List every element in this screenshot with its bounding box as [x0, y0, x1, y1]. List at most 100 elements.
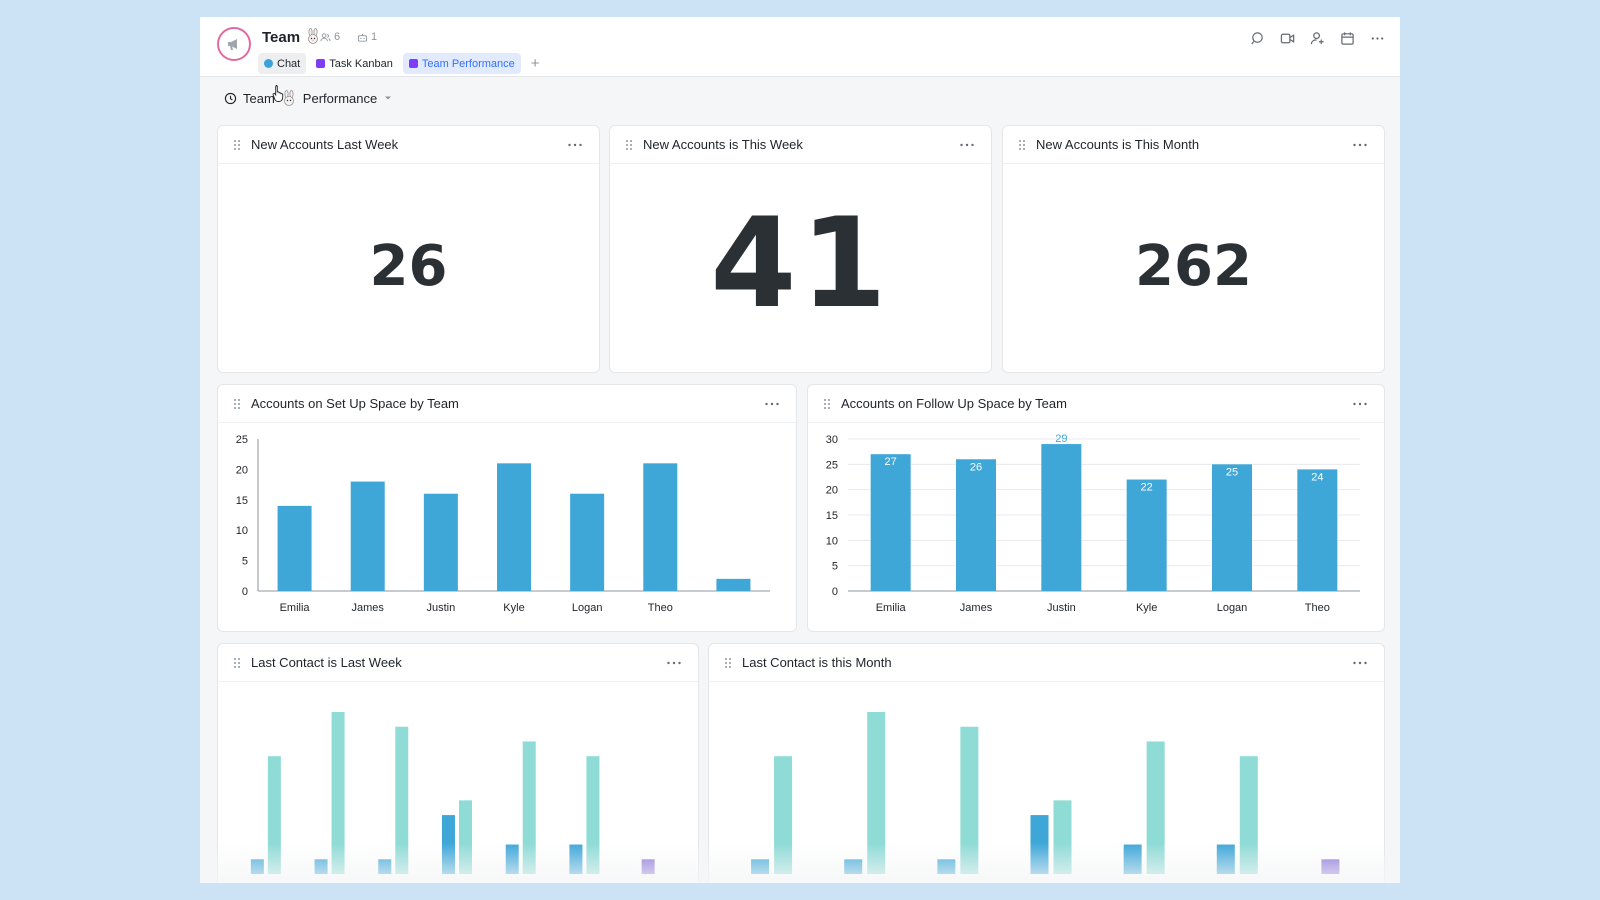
card-title: New Accounts is This Month — [1036, 137, 1200, 152]
card-more-button[interactable] — [1350, 656, 1370, 670]
grouped-bar-chart-this-month — [751, 712, 1340, 874]
x-tick-label: Kyle — [503, 602, 524, 614]
bar — [774, 756, 793, 874]
bar — [423, 493, 458, 591]
add-tab-button[interactable]: + — [530, 55, 540, 72]
y-tick-label: 5 — [242, 556, 248, 568]
card-followup-space-by-team: Accounts on Follow Up Space by Team 0 5 10… — [807, 384, 1385, 632]
drag-handle-icon[interactable] — [1017, 138, 1027, 152]
bar — [643, 463, 678, 591]
drag-handle-icon[interactable] — [232, 397, 242, 411]
card-body — [709, 682, 1384, 883]
dashboard-selector[interactable]: Team Performance — [224, 90, 393, 106]
drag-handle-icon[interactable] — [624, 138, 634, 152]
card-title: Accounts on Set Up Space by Team — [251, 396, 459, 411]
data-label: 22 — [1141, 482, 1153, 494]
tab-chat[interactable]: Chat — [258, 53, 307, 74]
card-more-button[interactable] — [1350, 397, 1370, 411]
card-more-button[interactable] — [1350, 138, 1370, 152]
calendar-button[interactable] — [1338, 29, 1356, 47]
dashboard-icon — [408, 59, 418, 68]
metric-value: 26 — [369, 234, 448, 299]
more-icon — [960, 143, 974, 146]
bar — [442, 815, 455, 874]
bunny-emoji-icon — [283, 90, 294, 106]
data-label: 24 — [1311, 471, 1323, 483]
bar — [1030, 815, 1049, 874]
card-title: New Accounts is This Week — [643, 137, 803, 152]
bar — [844, 859, 863, 874]
video-icon — [1280, 33, 1294, 43]
x-tick-label: Justin — [1047, 602, 1076, 614]
card-body: 26 — [218, 164, 599, 372]
bar — [522, 741, 536, 874]
card-last-contact-this-month: Last Contact is this Month — [708, 643, 1385, 883]
bar — [250, 859, 264, 874]
bot-icon — [357, 33, 368, 42]
metric-value: 41 — [710, 192, 891, 336]
card-more-button[interactable] — [762, 397, 782, 411]
chevron-down-icon — [385, 96, 392, 100]
card-more-button[interactable] — [565, 138, 585, 152]
bar — [956, 459, 996, 591]
drag-handle-icon[interactable] — [822, 397, 832, 411]
card-body: 262 — [1003, 164, 1384, 372]
card-header: New Accounts Last Week — [218, 126, 599, 164]
search-icon — [1250, 31, 1263, 44]
bar — [867, 712, 886, 874]
add-member-button[interactable] — [1308, 29, 1326, 47]
bar — [267, 756, 281, 874]
search-button[interactable] — [1248, 29, 1266, 47]
metric-value: 262 — [1135, 234, 1252, 299]
card-body: 0 5 10 15 20 25 30 Emilia 27 James 26 Justin 29 Kyle 2… — [808, 423, 1384, 631]
more-icon — [1353, 661, 1367, 664]
members-count[interactable]: 6 — [320, 31, 340, 43]
more-icon — [667, 661, 681, 664]
drag-handle-icon[interactable] — [723, 656, 733, 670]
bar — [505, 844, 519, 874]
bar — [870, 454, 911, 591]
y-tick-label: 15 — [236, 495, 248, 507]
bar — [1216, 844, 1235, 874]
card-title: Last Contact is Last Week — [251, 655, 402, 670]
card-body: 41 — [610, 164, 991, 372]
add-member-icon — [1310, 31, 1324, 44]
card-more-button[interactable] — [664, 656, 684, 670]
bar-chart-followup: 0 5 10 15 20 25 30 Emilia 27 James 26 Justin 29 Kyle 2… — [826, 433, 1360, 614]
bots-count[interactable]: 1 — [357, 31, 377, 43]
drag-handle-icon[interactable] — [232, 656, 242, 670]
card-body — [218, 682, 698, 883]
drag-handle-icon[interactable] — [232, 138, 242, 152]
megaphone-icon — [228, 39, 237, 50]
bar — [960, 726, 979, 874]
tab-task-kanban[interactable]: Task Kanban — [310, 53, 399, 74]
bar — [395, 726, 409, 874]
x-tick-label: Emilia — [280, 602, 311, 614]
app-window: Team 6 1 Chat Task Kanban Team Performan… — [200, 17, 1400, 883]
bar — [378, 859, 392, 874]
bar — [751, 859, 770, 874]
more-options-button[interactable] — [1368, 29, 1386, 47]
card-last-contact-last-week: Last Contact is Last Week — [217, 643, 699, 883]
video-call-button[interactable] — [1278, 29, 1296, 47]
bar — [314, 859, 328, 874]
data-label: 25 — [1226, 466, 1238, 478]
x-tick-label: Logan — [1217, 602, 1248, 614]
bar — [570, 493, 605, 591]
bar — [586, 756, 600, 874]
bar — [1053, 800, 1072, 874]
bar — [350, 481, 385, 591]
data-label: 27 — [885, 456, 897, 468]
team-avatar[interactable] — [217, 27, 251, 61]
y-tick-label: 0 — [832, 586, 838, 598]
grouped-bar-chart-last-week — [250, 712, 655, 874]
bar — [569, 844, 583, 874]
y-tick-label: 0 — [242, 586, 248, 598]
card-more-button[interactable] — [957, 138, 977, 152]
tab-team-performance[interactable]: Team Performance — [402, 53, 521, 74]
y-tick-label: 25 — [236, 434, 248, 446]
x-tick-label: James — [352, 602, 385, 614]
more-icon — [1353, 143, 1367, 146]
y-tick-label: 30 — [826, 434, 838, 446]
y-tick-label: 25 — [826, 459, 838, 471]
